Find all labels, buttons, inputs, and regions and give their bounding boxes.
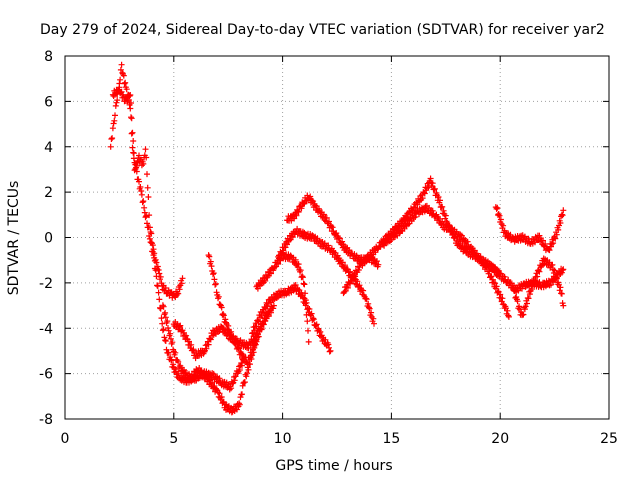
y-tick-label: 0 [44,231,53,247]
y-tick-label: 4 [44,140,53,156]
data-points [107,61,567,416]
series-arc-11 [379,202,512,320]
point-markers [159,302,271,416]
y-tick-label: 2 [44,185,53,201]
point-markers [205,252,260,368]
x-tick-label: 25 [600,431,618,447]
series-arc-3 [159,302,271,416]
chart-title: Day 279 of 2024, Sidereal Day-to-day VTE… [40,22,605,38]
point-markers [109,84,186,301]
point-markers [275,225,377,327]
point-markers [340,175,504,297]
y-tick-label: -8 [39,412,53,428]
x-tick-label: 15 [382,431,400,447]
x-tick-label: 5 [169,431,178,447]
point-markers [492,204,567,254]
y-axis-label: SDTVAR / TECUs [6,181,22,296]
series-arc-2 [109,84,186,301]
y-tick-label: -6 [39,367,53,383]
x-axis-label: GPS time / hours [275,458,392,474]
axis-ticks: 0 5 10 15 20 25 -8 -6 -4 -2 0 2 4 6 8 [39,49,618,447]
series-arc-9 [275,225,377,327]
point-markers [379,202,512,320]
series-arc-12 [492,204,567,254]
series-arc-6 [249,282,334,355]
y-tick-label: 6 [44,94,53,110]
y-tick-label: -4 [39,321,53,337]
series-arc-1 [107,61,247,393]
series-arc-14 [510,255,567,319]
series-arc-10 [340,175,504,297]
point-markers [510,255,567,319]
y-tick-label: 8 [44,49,53,65]
x-tick-label: 20 [491,431,509,447]
x-tick-label: 10 [274,431,292,447]
series-arc-5 [205,252,260,368]
x-tick-label: 0 [61,431,70,447]
point-markers [249,282,334,355]
y-tick-label: -2 [39,276,53,292]
point-markers [107,61,247,393]
